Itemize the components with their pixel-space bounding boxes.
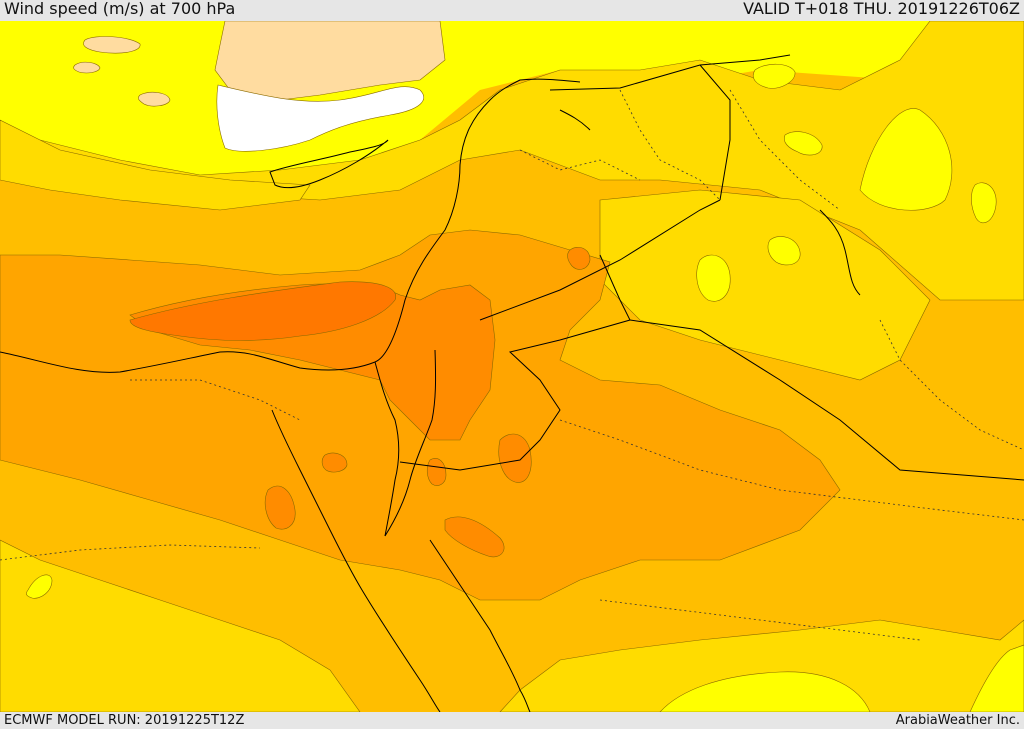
fill-east-bright-4	[971, 182, 997, 224]
fill-east-bright-6	[752, 63, 796, 89]
fill-south-bright	[659, 671, 871, 712]
fill-orange-blob-5	[321, 452, 348, 473]
fill-peach-small-3	[73, 61, 101, 74]
valid-time: VALID T+018 THU. 20191226T06Z	[743, 0, 1020, 18]
fill-east-bright-5	[783, 131, 823, 156]
map-canvas[interactable]	[0, 21, 1024, 712]
fill-orange-blob-4	[426, 458, 447, 486]
fill-orange-blob-2	[444, 516, 505, 558]
fill-sw-bright	[26, 574, 53, 599]
fill-peach-small-2	[138, 91, 171, 107]
fill-orange-dark	[129, 281, 397, 341]
credit: ArabiaWeather Inc.	[895, 713, 1020, 728]
fill-west-yellow	[0, 119, 311, 211]
fill-se-bright	[969, 644, 1024, 712]
model-run: ECMWF MODEL RUN: 20191225T12Z	[4, 713, 245, 728]
fill-peach-small-1	[83, 36, 141, 54]
fill-east-lobe	[599, 189, 931, 381]
fill-orange-blob-6	[567, 247, 591, 270]
map-title: Wind speed (m/s) at 700 hPa	[4, 0, 236, 18]
fill-east-bright-2	[696, 254, 731, 302]
political-borders	[399, 54, 1024, 481]
fill-white	[216, 84, 425, 152]
fill-east-bright-3	[767, 236, 801, 266]
fill-east-bright-1	[859, 108, 953, 211]
header-bar: Wind speed (m/s) at 700 hPa VALID T+018 …	[0, 0, 1024, 21]
coastlines	[0, 78, 861, 712]
borders	[0, 89, 1024, 641]
fill-orange-blob-1	[498, 433, 532, 483]
fill-north-peach	[214, 21, 446, 101]
fill-sw-yellow	[0, 539, 361, 712]
fill-south-yellow	[499, 619, 1024, 712]
footer-bar: ECMWF MODEL RUN: 20191225T12Z ArabiaWeat…	[0, 712, 1024, 729]
fill-orange-blob-3	[264, 485, 296, 530]
